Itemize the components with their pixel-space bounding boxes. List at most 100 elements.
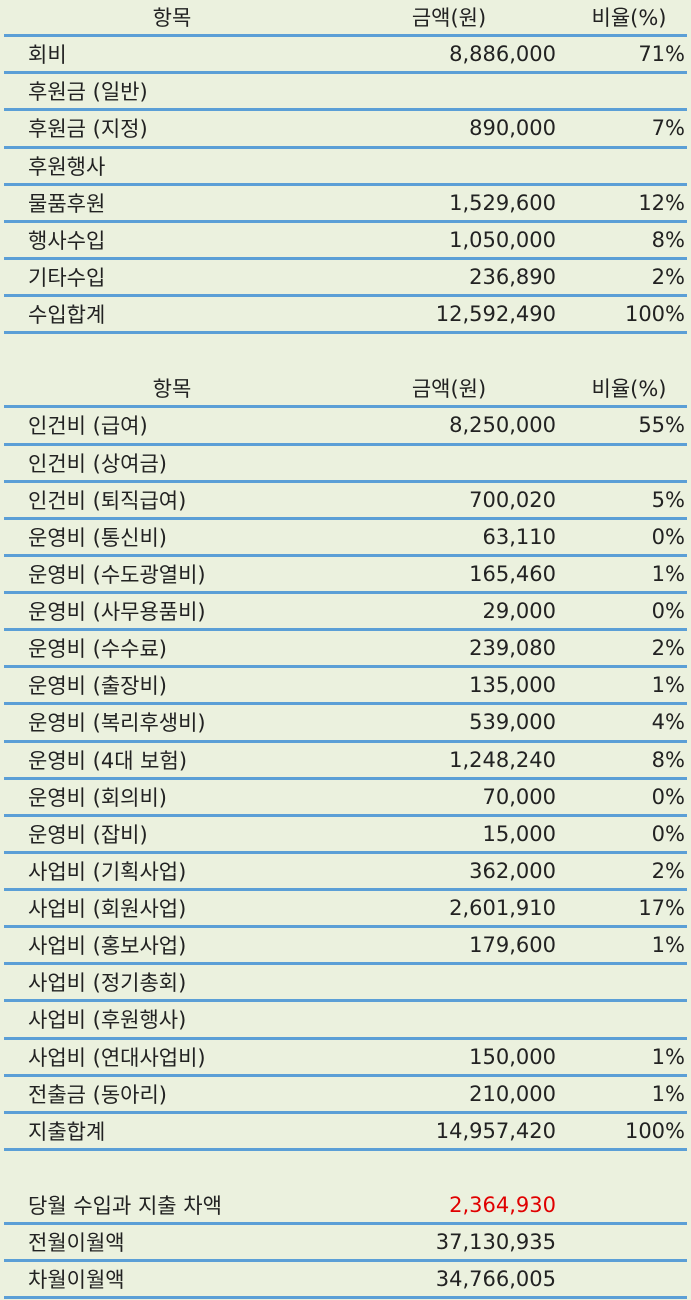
item: 사업비 (정기총회) [28,971,187,996]
amount: 8,250,000 [449,413,556,438]
item: 운영비 (사무용품비) [28,600,206,625]
table-row: 물품후원 1,529,600 12% [4,186,687,223]
amount: 890,000 [469,116,556,141]
table-row: 차월이월액 34,766,005 [4,1262,687,1300]
item: 행사수입 [28,228,106,253]
item: 지출합계 [28,1119,106,1144]
header-cell: 비율(%) [591,377,667,402]
ratio: 5% [651,487,685,512]
item: 운영비 (출장비) [28,674,167,699]
amount: 1,050,000 [449,227,556,252]
ratio: 8% [651,227,685,252]
header-cell: 항목 [152,6,192,31]
item: 기타수입 [28,265,106,290]
item: 사업비 (회원사업) [28,897,187,922]
ratio: 1% [651,1081,685,1106]
item: 수입합계 [28,303,106,328]
item: 사업비 (홍보사업) [28,934,187,959]
amount: 2,364,930 [449,1193,556,1218]
table-row: 운영비 (사무용품비) 29,000 0% [4,594,687,632]
ratio: 0% [651,821,685,846]
amount: 63,110 [482,524,556,549]
table-row: 운영비 (4대 보험) 1,248,240 8% [4,743,687,780]
item: 당월 수입과 지출 차액 [28,1194,222,1219]
ratio: 8% [651,747,685,772]
item: 사업비 (기획사업) [28,859,187,884]
ratio: 17% [638,896,685,921]
header-cell: 금액(원) [411,6,487,31]
amount: 236,890 [469,264,556,289]
table-row: 운영비 (복리후생비) 539,000 4% [4,705,687,743]
table-row: 인건비 (급여) 8,250,000 55% [4,408,687,446]
item: 물품후원 [28,191,106,216]
amount: 539,000 [469,710,556,735]
table-row: 후원행사 [4,149,687,186]
ratio: 1% [651,673,685,698]
ratio: 2% [651,636,685,661]
header-row: 항목 금액(원) 비율(%) [4,0,687,38]
header-cell: 항목 [152,377,192,402]
amount: 15,000 [482,821,556,846]
item: 사업비 (후원행사) [28,1008,187,1033]
item: 운영비 (4대 보험) [28,748,188,773]
item: 운영비 (통신비) [28,525,167,550]
amount: 29,000 [482,599,556,624]
spacer [0,1151,691,1188]
amount: 8,886,000 [449,42,556,67]
amount: 165,460 [469,561,556,586]
item: 인건비 (퇴직급여) [28,488,187,513]
amount: 34,766,005 [435,1267,556,1292]
ratio: 1% [651,561,685,586]
ratio: 2% [651,858,685,883]
table-row: 인건비 (퇴직급여) 700,020 5% [4,483,687,520]
ratio: 7% [651,116,685,141]
item: 후원행사 [28,154,106,179]
amount: 37,130,935 [435,1230,556,1255]
item: 운영비 (수도광열비) [28,562,206,587]
header-cell: 금액(원) [411,377,487,402]
item: 후원금 (일반) [28,80,148,105]
ratio: 4% [651,710,685,735]
table-row: 전출금 (동아리) 210,000 1% [4,1077,687,1114]
item: 인건비 (급여) [28,414,148,439]
amount: 362,000 [469,858,556,883]
table-row: 운영비 (수도광열비) 165,460 1% [4,557,687,594]
table-row: 운영비 (잡비) 15,000 0% [4,817,687,854]
amount: 179,600 [469,933,556,958]
item: 전월이월액 [28,1231,125,1256]
table-row: 수입합계 12,592,490 100% [4,297,687,335]
item: 차월이월액 [28,1268,125,1293]
table-row: 후원금 (일반) [4,74,687,112]
amount: 150,000 [469,1044,556,1069]
table-row: 운영비 (수수료) 239,080 2% [4,631,687,669]
item: 운영비 (복리후생비) [28,711,206,736]
item: 운영비 (회의비) [28,785,167,810]
item: 인건비 (상여금) [28,451,167,476]
item: 회비 [28,43,67,68]
table-row: 사업비 (회원사업) 2,601,910 17% [4,891,687,929]
header-row: 항목 금액(원) 비율(%) [4,371,687,409]
ratio: 0% [651,599,685,624]
amount: 210,000 [469,1081,556,1106]
amount: 1,248,240 [449,747,556,772]
ratio: 12% [638,190,685,215]
table-row: 회비 8,886,000 71% [4,37,687,75]
table-row: 후원금 (지정) 890,000 7% [4,111,687,149]
table-row: 운영비 (회의비) 70,000 0% [4,780,687,817]
ratio: 0% [651,524,685,549]
table-row: 사업비 (기획사업) 362,000 2% [4,854,687,891]
table-row: 운영비 (출장비) 135,000 1% [4,668,687,706]
ratio: 100% [624,1118,685,1143]
table-row: 당월 수입과 지출 차액 2,364,930 [4,1188,687,1226]
item: 사업비 (연대사업비) [28,1045,206,1070]
table-row: 사업비 (홍보사업) 179,600 1% [4,928,687,966]
ratio: 71% [638,42,685,67]
amount: 239,080 [469,636,556,661]
amount: 700,020 [469,487,556,512]
header-cell: 비율(%) [591,6,667,31]
table-row: 기타수입 236,890 2% [4,260,687,297]
ratio: 1% [651,933,685,958]
table-row: 지출합계 14,957,420 100% [4,1114,687,1151]
amount: 12,592,490 [435,302,556,327]
